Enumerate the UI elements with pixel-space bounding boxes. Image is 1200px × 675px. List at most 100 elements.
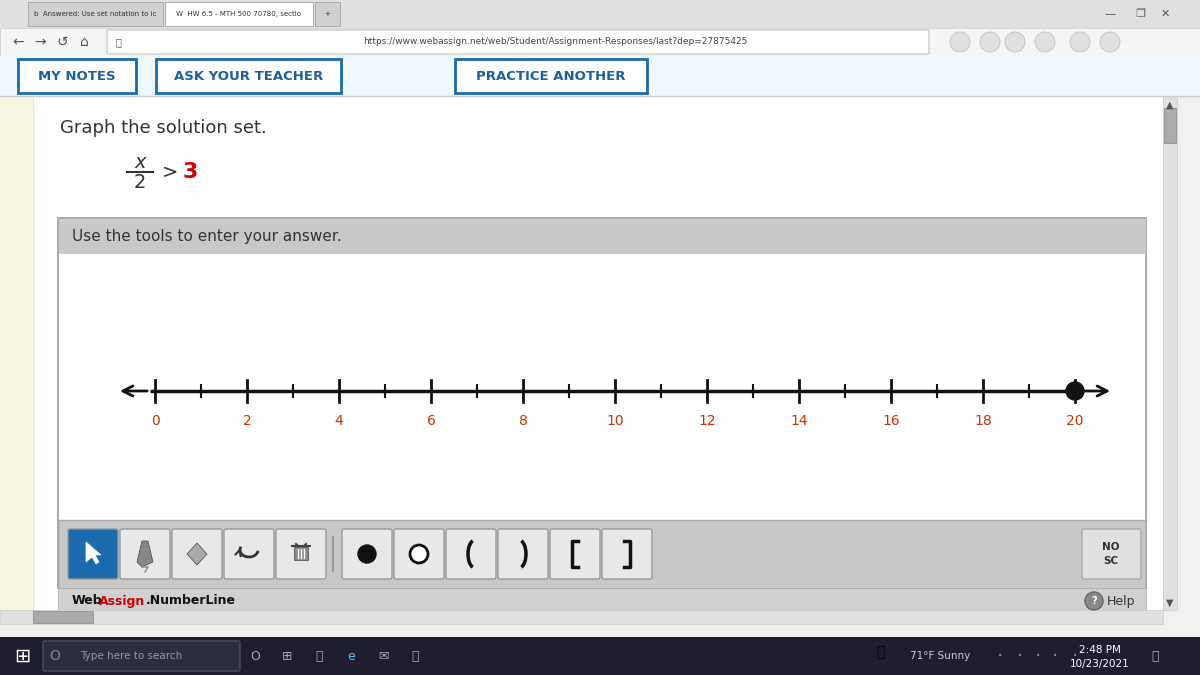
Text: 2:48 PM: 2:48 PM: [1079, 645, 1121, 655]
Text: 20: 20: [1067, 414, 1084, 428]
Text: .NumberLine: .NumberLine: [146, 595, 236, 608]
FancyBboxPatch shape: [0, 56, 1200, 96]
Text: https://www.webassign.net/web/Student/Assignment-Responses/last?dep=27875425: https://www.webassign.net/web/Student/As…: [362, 38, 748, 47]
Text: Use the tools to enter your answer.: Use the tools to enter your answer.: [72, 229, 342, 244]
Text: ·: ·: [1016, 647, 1024, 666]
FancyBboxPatch shape: [0, 0, 1200, 28]
Text: 2: 2: [134, 173, 146, 192]
Text: Assign: Assign: [98, 595, 145, 608]
Text: ⊞: ⊞: [282, 649, 293, 662]
Circle shape: [980, 32, 1000, 52]
Text: ·: ·: [1034, 647, 1042, 666]
FancyBboxPatch shape: [1164, 108, 1176, 143]
Text: 6: 6: [426, 414, 436, 428]
Text: Help: Help: [1108, 595, 1135, 608]
Text: NO: NO: [1103, 542, 1120, 552]
Text: ▲: ▲: [1166, 100, 1174, 110]
Text: 16: 16: [882, 414, 900, 428]
FancyBboxPatch shape: [58, 588, 1146, 614]
Text: ▼: ▼: [1166, 598, 1174, 608]
Text: Type here to search: Type here to search: [80, 651, 182, 661]
Text: 18: 18: [974, 414, 992, 428]
Circle shape: [1066, 382, 1084, 400]
FancyBboxPatch shape: [0, 96, 34, 610]
Text: +: +: [324, 11, 330, 17]
Text: 📷: 📷: [412, 649, 419, 662]
Circle shape: [410, 545, 428, 563]
FancyBboxPatch shape: [58, 218, 1146, 254]
FancyBboxPatch shape: [34, 611, 94, 623]
Text: ·: ·: [997, 647, 1003, 666]
Text: 10: 10: [606, 414, 624, 428]
FancyBboxPatch shape: [550, 529, 600, 579]
Text: ?: ?: [1091, 596, 1097, 606]
Text: ⌂: ⌂: [79, 35, 89, 49]
Text: e: e: [347, 649, 355, 662]
Polygon shape: [187, 543, 208, 565]
FancyBboxPatch shape: [455, 59, 647, 93]
Text: PRACTICE ANOTHER: PRACTICE ANOTHER: [476, 70, 625, 82]
Circle shape: [1085, 592, 1103, 610]
FancyBboxPatch shape: [172, 529, 222, 579]
Text: 8: 8: [518, 414, 528, 428]
Text: 71°F Sunny: 71°F Sunny: [910, 651, 971, 661]
FancyBboxPatch shape: [224, 529, 274, 579]
Text: b  Answered: Use set notation to ic: b Answered: Use set notation to ic: [35, 11, 157, 17]
Text: 3: 3: [182, 162, 198, 182]
FancyBboxPatch shape: [394, 529, 444, 579]
FancyBboxPatch shape: [498, 529, 548, 579]
Text: →: →: [34, 35, 46, 49]
FancyBboxPatch shape: [294, 547, 308, 560]
Text: ↺: ↺: [56, 35, 68, 49]
Text: MY NOTES: MY NOTES: [38, 70, 116, 82]
FancyBboxPatch shape: [59, 520, 1145, 588]
FancyBboxPatch shape: [0, 610, 1163, 624]
Text: 🌤: 🌤: [876, 645, 884, 659]
Text: x: x: [134, 153, 145, 173]
Text: Graph the solution set.: Graph the solution set.: [60, 119, 266, 137]
FancyBboxPatch shape: [43, 641, 240, 671]
Text: >: >: [162, 163, 179, 182]
Text: ASK YOUR TEACHER: ASK YOUR TEACHER: [174, 70, 323, 82]
Circle shape: [950, 32, 970, 52]
FancyBboxPatch shape: [18, 59, 136, 93]
Text: 🗔: 🗔: [1151, 649, 1159, 662]
Text: ·: ·: [1052, 647, 1058, 666]
FancyBboxPatch shape: [34, 96, 1163, 610]
FancyBboxPatch shape: [59, 254, 1145, 518]
Circle shape: [1100, 32, 1120, 52]
FancyBboxPatch shape: [107, 30, 929, 54]
Circle shape: [1034, 32, 1055, 52]
FancyBboxPatch shape: [446, 529, 496, 579]
Polygon shape: [86, 542, 101, 564]
Text: ⊞: ⊞: [14, 647, 30, 666]
Text: 📁: 📁: [316, 649, 323, 662]
Circle shape: [358, 545, 376, 563]
Text: O: O: [49, 649, 60, 663]
Text: 2: 2: [242, 414, 251, 428]
FancyBboxPatch shape: [314, 2, 340, 26]
Text: 10/23/2021: 10/23/2021: [1070, 659, 1130, 669]
Text: Web: Web: [72, 595, 103, 608]
Text: ·: ·: [1072, 647, 1078, 666]
Circle shape: [1006, 32, 1025, 52]
Text: ←: ←: [12, 35, 24, 49]
Text: 4: 4: [335, 414, 343, 428]
FancyBboxPatch shape: [0, 637, 1200, 675]
FancyBboxPatch shape: [58, 218, 1146, 588]
Text: SC: SC: [1104, 556, 1118, 566]
FancyBboxPatch shape: [156, 59, 341, 93]
Polygon shape: [137, 541, 154, 567]
Text: W  HW 6.5 - MTH 500 70780, sectio: W HW 6.5 - MTH 500 70780, sectio: [176, 11, 301, 17]
FancyBboxPatch shape: [1082, 529, 1141, 579]
FancyBboxPatch shape: [28, 2, 163, 26]
Text: O: O: [250, 649, 260, 662]
Circle shape: [1070, 32, 1090, 52]
Text: 14: 14: [790, 414, 808, 428]
Text: 0: 0: [151, 414, 160, 428]
Text: ❐: ❐: [1135, 9, 1145, 19]
FancyBboxPatch shape: [276, 529, 326, 579]
FancyBboxPatch shape: [120, 529, 170, 579]
FancyBboxPatch shape: [602, 529, 652, 579]
FancyBboxPatch shape: [1163, 96, 1177, 610]
